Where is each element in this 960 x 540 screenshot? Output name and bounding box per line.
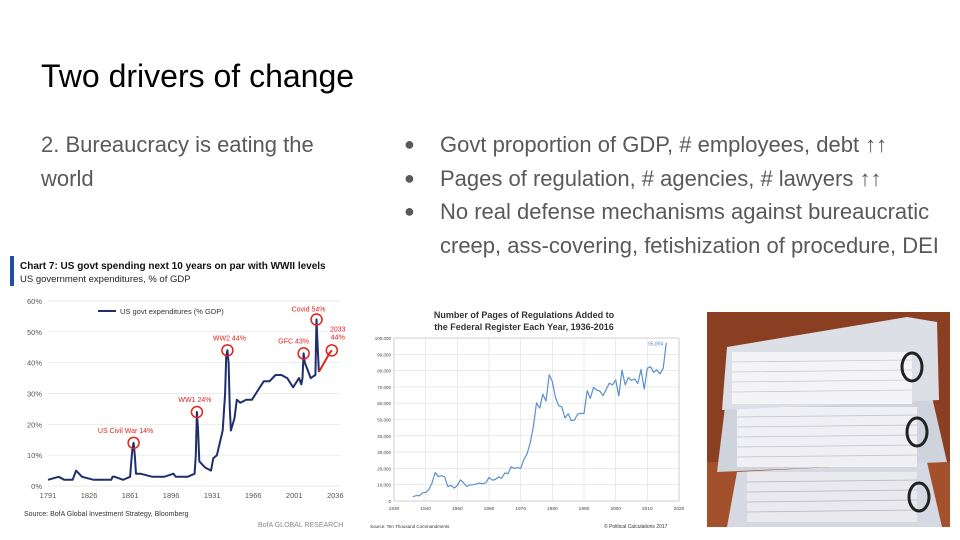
y-tick-label: 30,000 [377, 450, 391, 455]
x-tick-label: 1966 [245, 491, 262, 500]
annotation-label: WW1 24% [178, 397, 211, 404]
chart-accent-bar [10, 256, 14, 286]
y-tick-label: 10,000 [377, 483, 391, 488]
y-tick-label: 60% [27, 297, 42, 306]
x-tick-label: 1791 [40, 491, 57, 500]
y-tick-label: 100,000 [375, 336, 392, 341]
x-tick-label: 1970 [515, 506, 526, 512]
series-line [412, 342, 667, 498]
binders-photo [707, 312, 950, 527]
y-tick-label: 10% [27, 451, 42, 460]
annotation-marker [127, 436, 140, 450]
x-tick-label: 1861 [122, 491, 139, 500]
x-tick-label: 2000 [610, 506, 621, 512]
x-tick-label: 1960 [484, 506, 495, 512]
bullet-dot-icon: ● [404, 134, 415, 154]
bullet-dot-icon: ● [404, 201, 415, 221]
left-text: 2. Bureaucracy is eating the world [41, 132, 314, 191]
x-tick-label: 1930 [389, 506, 400, 512]
bullet-item: ● Pages of regulation, # agencies, # lawy… [400, 162, 950, 196]
chart-title-line-2: the Federal Register Each Year, 1936-201… [434, 322, 613, 332]
annotation-marker [297, 347, 310, 360]
bullet-text: Pages of regulation, # agencies, # lawye… [440, 165, 882, 191]
x-tick-label: 1931 [204, 491, 221, 500]
y-tick-label: 0% [31, 482, 42, 491]
y-tick-label: 40% [27, 359, 42, 368]
annotation-label: 2033 [330, 326, 346, 333]
x-tick-label: 1896 [163, 491, 180, 500]
y-tick-label: 30% [27, 390, 42, 399]
bullet-text: Govt proportion of GDP, # employees, deb… [440, 132, 888, 157]
chart-source: Source: BofA Global Investment Strategy,… [24, 511, 189, 518]
bullet-item: ● Govt proportion of GDP, # employees, de… [400, 128, 950, 162]
annotation-label: WW2 44% [213, 335, 246, 342]
chart-credit: BofA GLOBAL RESEARCH [258, 522, 343, 529]
x-tick-label: 2010 [642, 506, 653, 512]
chart-source: Source: Ten Thousand Commandments [370, 524, 450, 529]
x-tick-label: 2020 [674, 506, 684, 512]
bullet-item: ● No real defense mechanisms against bure… [400, 195, 950, 262]
x-tick-label: 1990 [579, 506, 590, 512]
x-tick-label: 1940 [420, 506, 431, 512]
x-tick-label: 2001 [286, 491, 303, 500]
series-line [318, 349, 333, 373]
series-line [47, 318, 320, 481]
x-tick-label: 1826 [81, 491, 98, 500]
federal-register-chart: Number of Pages of Regulations Added to … [364, 306, 684, 534]
annotation-marker [325, 344, 339, 357]
x-tick-label: 2036 [327, 491, 344, 500]
x-tick-label: 1980 [547, 506, 558, 512]
chart-title: Chart 7: US govt spending next 10 years … [20, 261, 326, 272]
bullet-list: ● Govt proportion of GDP, # employees, de… [400, 128, 950, 262]
x-tick-label: 1950 [452, 506, 463, 512]
annotation-marker [310, 313, 323, 326]
y-tick-label: 20,000 [377, 466, 391, 471]
annotation-label: GFC 43% [278, 338, 309, 345]
legend-label: US govt expenditures (% GDP) [120, 307, 224, 316]
y-tick-label: 50,000 [377, 418, 391, 423]
y-tick-label: 80,000 [377, 369, 391, 374]
y-tick-label: 50% [27, 328, 42, 337]
y-tick-label: 40,000 [377, 434, 391, 439]
bullet-dot-icon: ● [404, 167, 415, 188]
chart-subtitle: US government expenditures, % of GDP [20, 274, 191, 285]
bullet-text: No real defense mechanisms against burea… [440, 199, 939, 258]
slide-title: Two drivers of change [41, 58, 355, 94]
annotation-label: 95,894 [648, 342, 664, 348]
y-tick-label: 0 [388, 499, 391, 504]
annotation-marker [190, 405, 204, 419]
annotation-label: US Civil War 14% [98, 428, 153, 435]
y-tick-label: 20% [27, 420, 42, 429]
govt-spending-chart: Chart 7: US govt spending next 10 years … [10, 253, 350, 531]
y-tick-label: 60,000 [377, 401, 391, 406]
chart-title-line-1: Number of Pages of Regulations Added to [434, 310, 615, 320]
chart-credit: © Political Calculations 2017 [604, 523, 668, 530]
y-tick-label: 90,000 [377, 352, 391, 357]
annotation-label: Covid 54% [292, 307, 326, 314]
annotation-label: 44% [331, 334, 345, 341]
annotation-marker [221, 344, 234, 357]
plot-frame [393, 337, 680, 502]
y-tick-label: 70,000 [377, 385, 391, 390]
